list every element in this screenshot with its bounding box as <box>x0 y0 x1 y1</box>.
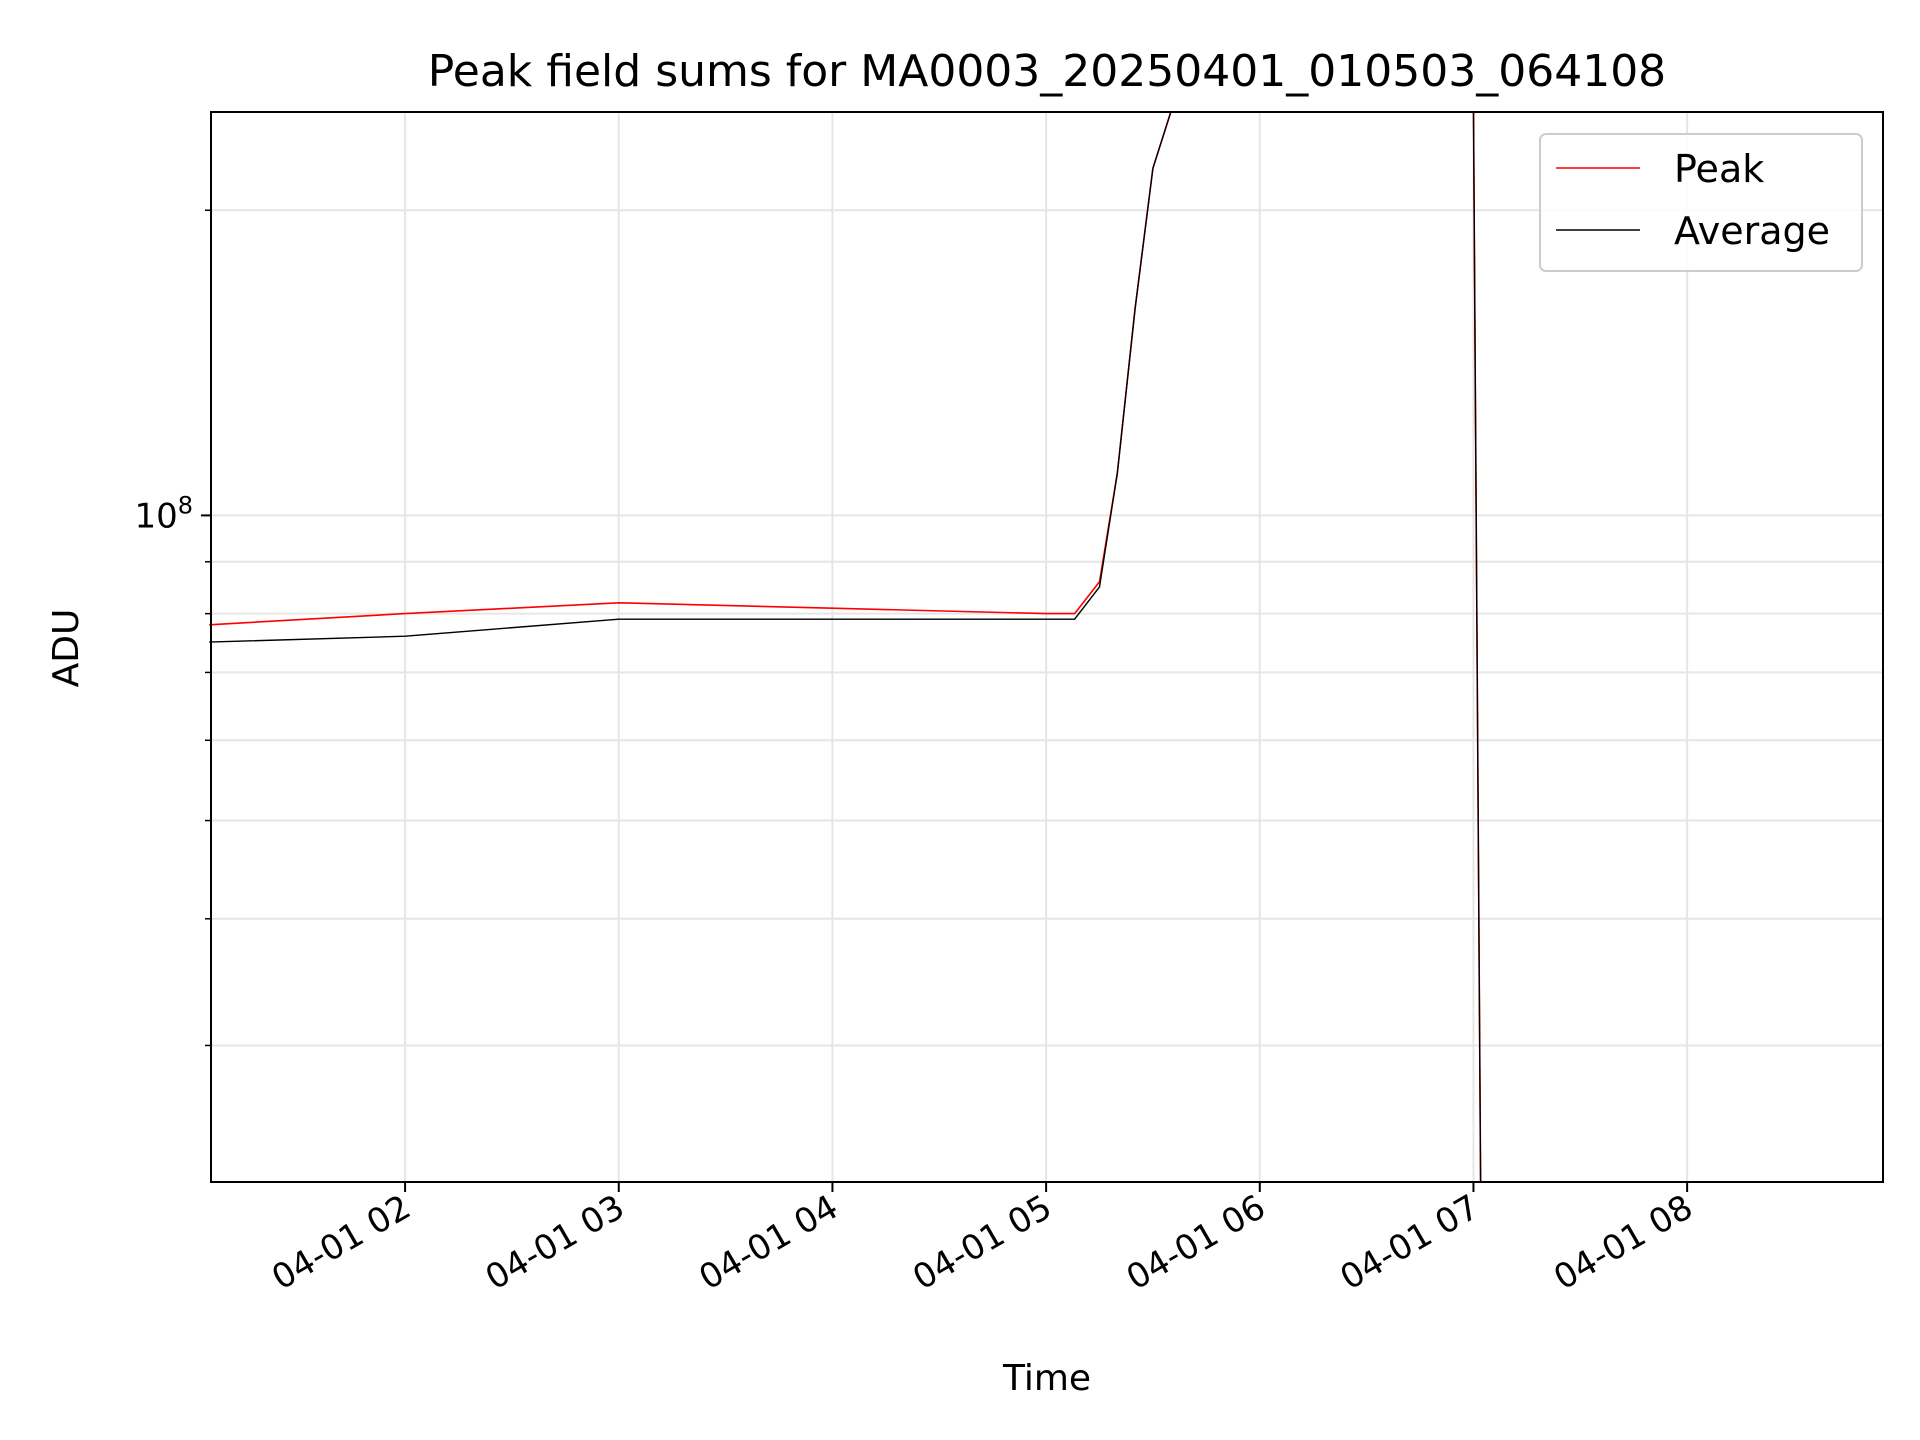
chart-title: Peak field sums for MA0003_20250401_0105… <box>428 46 1666 97</box>
legend: Peak Average <box>1539 133 1863 272</box>
legend-label-peak: Peak <box>1674 147 1764 191</box>
y-tick-label: 108 <box>134 491 193 536</box>
y-tick-label-exponent: 8 <box>178 491 193 519</box>
legend-label-average: Average <box>1674 209 1830 253</box>
y-tick-label-base: 10 <box>134 496 177 536</box>
x-axis-label: Time <box>1002 1358 1091 1399</box>
grid-layer <box>211 112 1883 1182</box>
y-axis-label: ADU <box>46 609 87 688</box>
